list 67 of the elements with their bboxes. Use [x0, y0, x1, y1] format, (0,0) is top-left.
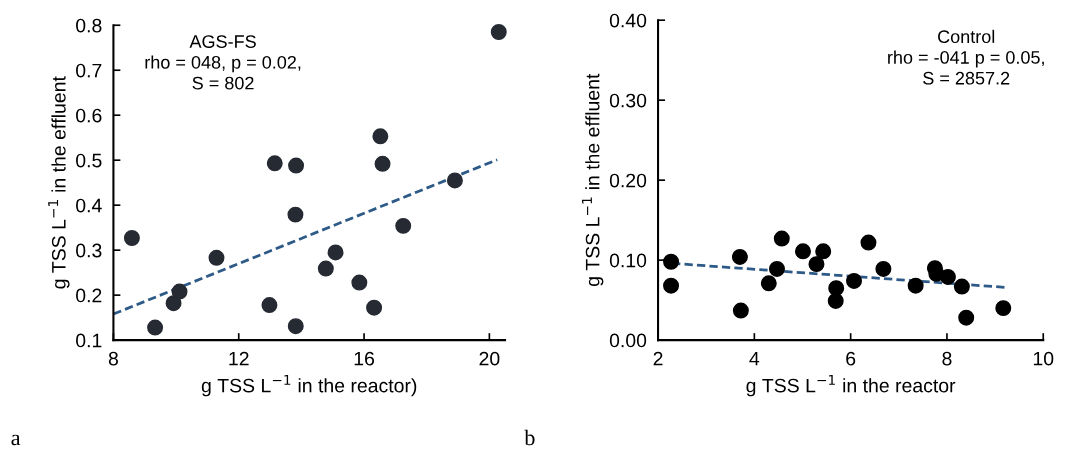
y-tick-label: 0.8 [76, 18, 102, 33]
point [907, 277, 924, 294]
point [395, 217, 412, 234]
text: a [11, 434, 21, 446]
point [663, 277, 680, 294]
text: b [524, 429, 535, 446]
y-tick-label: 0.3 [76, 243, 102, 258]
point [287, 318, 304, 335]
point [815, 243, 832, 260]
point [147, 319, 164, 336]
point [208, 249, 225, 266]
x-tick-label: 6 [846, 351, 856, 366]
point [860, 234, 877, 251]
point [288, 157, 305, 174]
point [760, 275, 777, 292]
y-axis-title: g TSS L$^{−1}$ in the effluent [581, 73, 604, 286]
point [732, 302, 749, 319]
x-tick-label: 10 [1033, 351, 1054, 366]
y-tick-label: 0.4 [76, 198, 102, 213]
point [171, 283, 188, 300]
x-tick-label: 20 [479, 351, 500, 366]
point [769, 260, 785, 277]
y-tick-label: 0.7 [76, 63, 102, 78]
point [875, 260, 892, 277]
point [846, 272, 862, 289]
x-tick-label: 12 [229, 351, 249, 366]
y-tick-label: 0.1 [76, 333, 102, 348]
point [808, 256, 825, 273]
x-tick-label: 8 [108, 351, 118, 366]
x-tick-label: 2 [653, 351, 663, 366]
y-tick-label: 0.10 [609, 253, 647, 268]
y-tick-label: 0.2 [76, 288, 102, 303]
point [795, 243, 811, 260]
annotation: Control rho = -041 p = 0.05, S = 2857.2 [888, 29, 1044, 85]
point [327, 244, 344, 261]
point [266, 155, 283, 172]
point [366, 299, 383, 316]
y-tick-label: 0.5 [76, 153, 102, 168]
point [261, 297, 278, 314]
point [372, 128, 389, 145]
x-axis-title: g TSS L$^{−1}$ in the reactor [746, 374, 956, 397]
y-tick-label: 0.00 [609, 333, 647, 348]
x-tick-label: 4 [749, 351, 760, 366]
point [995, 300, 1012, 317]
y-tick-label: 0.30 [609, 93, 647, 108]
x-tick-label: 8 [942, 351, 952, 366]
y-tick-label: 0.20 [609, 173, 647, 188]
point [490, 24, 507, 40]
point [374, 155, 391, 172]
point [123, 230, 140, 246]
point [317, 260, 334, 277]
point [663, 253, 680, 270]
point [351, 274, 368, 291]
point [958, 309, 975, 326]
point [287, 206, 304, 223]
point [773, 230, 790, 247]
point [731, 248, 748, 265]
y-tick-label: 0.6 [76, 108, 102, 123]
x-tick-label: 16 [354, 351, 375, 366]
y-axis-title: g TSS L$^{−1}$ in the effluent [48, 76, 70, 289]
point [939, 268, 956, 285]
point [446, 172, 463, 189]
x-axis-title: g TSS L$^{−1}$ in the reactor) [201, 374, 417, 397]
y-tick-label: 0.40 [609, 13, 647, 28]
point [827, 292, 844, 309]
annotation: AGS-FS rho = 048, p = 0.02, S = 802 [145, 35, 301, 90]
point [953, 278, 970, 295]
